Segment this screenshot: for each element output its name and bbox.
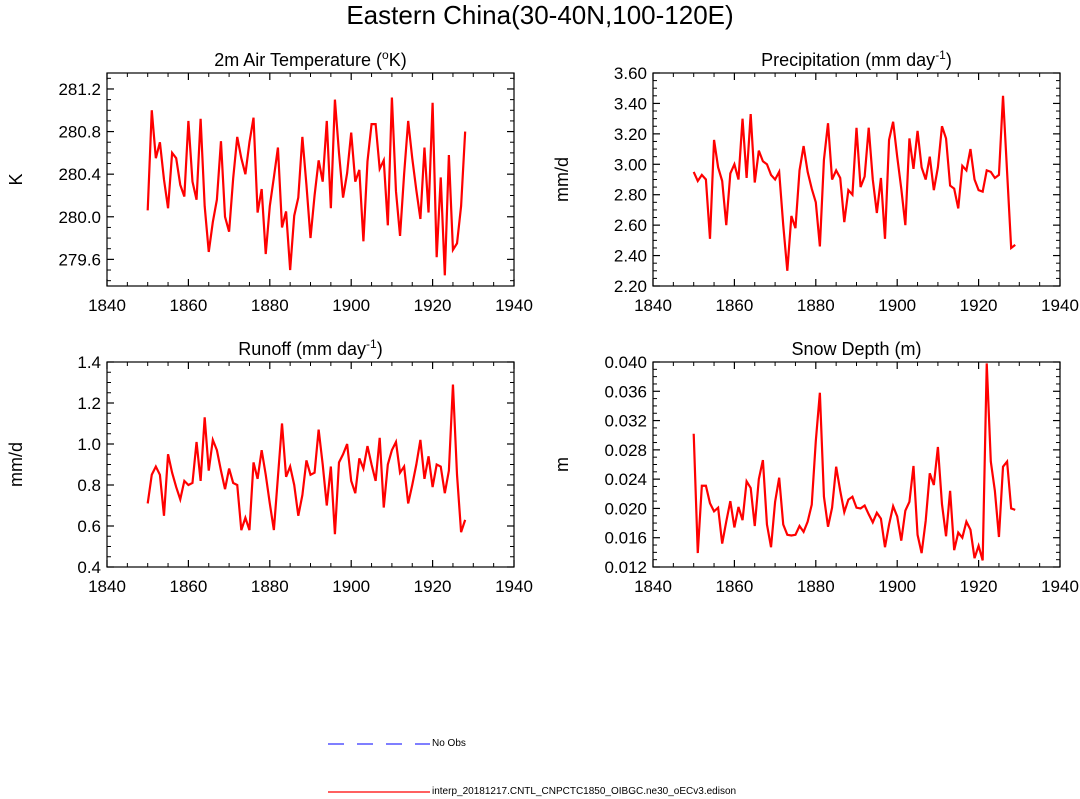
x-tick-label: 1900 <box>878 577 916 596</box>
y-tick-label: 0.036 <box>604 382 647 401</box>
y-tick-label: 0.032 <box>604 412 647 431</box>
y-axis-label: m <box>552 457 572 472</box>
y-tick-label: 0.020 <box>604 499 647 518</box>
x-tick-label: 1900 <box>878 296 916 315</box>
y-tick-label: 2.20 <box>614 277 647 296</box>
panel-title-main: 2m Air Temperature ( <box>214 50 382 70</box>
series-line <box>146 97 467 276</box>
y-tick-label: 281.2 <box>58 80 101 99</box>
panel-title: 2m Air Temperature (oK) <box>214 48 406 70</box>
panel-title-tail: K) <box>389 50 407 70</box>
legend-label-model: interp_20181217.CNTL_CNPCTC1850_OIBGC.ne… <box>432 786 737 797</box>
panel-title: Snow Depth (m) <box>791 339 921 359</box>
y-tick-label: 279.6 <box>58 250 101 269</box>
y-tick-label: 2.80 <box>614 186 647 205</box>
y-tick-label: 280.0 <box>58 208 101 227</box>
y-tick-label: 0.028 <box>604 441 647 460</box>
panel-title: Runoff (mm day-1) <box>238 337 382 359</box>
x-tick-label: 1940 <box>495 296 533 315</box>
series-line <box>692 95 1016 271</box>
figure-title: Eastern China(30-40N,100-120E) <box>346 0 733 30</box>
x-tick-label: 1940 <box>1041 577 1079 596</box>
y-tick-label: 0.024 <box>604 470 647 489</box>
y-tick-label: 0.012 <box>604 558 647 577</box>
y-tick-label: 280.4 <box>58 165 101 184</box>
panel-title-superscript: o <box>382 48 389 62</box>
y-axis-label: mm/d <box>6 442 26 487</box>
y-tick-label: 0.8 <box>77 476 101 495</box>
y-tick-label: 3.20 <box>614 125 647 144</box>
y-tick-label: 3.00 <box>614 155 647 174</box>
x-tick-label: 1920 <box>414 577 452 596</box>
panel-title-superscript: -1 <box>366 337 377 351</box>
x-tick-label: 1880 <box>251 296 289 315</box>
y-tick-label: 1.4 <box>77 353 101 372</box>
panel-0: 2m Air Temperature (oK) K 1840 1860 1880 1900… <box>6 48 533 315</box>
panel-title-main: Precipitation (mm day <box>761 50 935 70</box>
panel-title-main: Snow Depth (m) <box>791 339 921 359</box>
x-tick-label: 1920 <box>960 296 998 315</box>
legend-label-no-obs: No Obs <box>432 738 466 749</box>
x-tick-label: 1920 <box>960 577 998 596</box>
x-tick-label: 1860 <box>715 577 753 596</box>
y-tick-label: 3.60 <box>614 64 647 83</box>
series-line <box>146 384 467 535</box>
x-tick-label: 1940 <box>495 577 533 596</box>
x-tick-label: 1940 <box>1041 296 1079 315</box>
panel-title-tail: ) <box>946 50 952 70</box>
x-tick-label: 1880 <box>251 577 289 596</box>
panel-title-tail: ) <box>377 339 383 359</box>
x-tick-label: 1860 <box>169 577 207 596</box>
x-tick-label: 1900 <box>332 296 370 315</box>
axes-frame <box>652 72 1061 287</box>
y-tick-label: 2.40 <box>614 247 647 266</box>
x-tick-label: 1900 <box>332 577 370 596</box>
x-tick-label: 1860 <box>169 296 207 315</box>
x-tick-label: 1860 <box>715 296 753 315</box>
y-tick-label: 1.2 <box>77 394 101 413</box>
panel-3: Snow Depth (m) m 1840 1860 1880 1900 1920 1940 0… <box>552 339 1079 596</box>
y-axis-label: mm/d <box>552 157 572 202</box>
x-tick-label: 1920 <box>414 296 452 315</box>
y-tick-label: 3.40 <box>614 94 647 113</box>
y-tick-label: 0.4 <box>77 558 101 577</box>
x-tick-label: 1840 <box>634 296 672 315</box>
y-tick-label: 0.016 <box>604 529 647 548</box>
y-tick-label: 0.6 <box>77 517 101 536</box>
panel-2: Runoff (mm day-1) mm/d 1840 1860 1880 1900 192… <box>6 337 533 596</box>
x-tick-label: 1840 <box>88 577 126 596</box>
x-tick-label: 1880 <box>797 296 835 315</box>
x-tick-label: 1840 <box>634 577 672 596</box>
panel-title: Precipitation (mm day-1) <box>761 48 952 70</box>
series-line <box>692 363 1016 561</box>
y-tick-label: 1.0 <box>77 435 101 454</box>
panel-title-superscript: -1 <box>935 48 946 62</box>
x-tick-label: 1840 <box>88 296 126 315</box>
y-tick-label: 2.60 <box>614 216 647 235</box>
y-axis-label: K <box>6 173 26 185</box>
y-tick-label: 0.040 <box>604 353 647 372</box>
panel-1: Precipitation (mm day-1) mm/d 1840 1860 1880… <box>552 48 1079 315</box>
y-tick-label: 280.8 <box>58 123 101 142</box>
x-tick-label: 1880 <box>797 577 835 596</box>
panel-title-main: Runoff (mm day <box>238 339 366 359</box>
axes-frame <box>106 72 515 287</box>
